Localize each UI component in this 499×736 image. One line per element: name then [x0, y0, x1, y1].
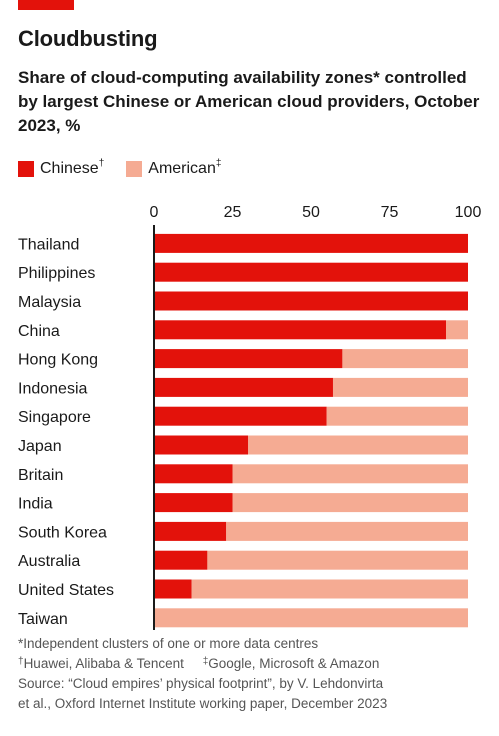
footnote-chinese-providers: Huawei, Alibaba & Tencent: [23, 656, 184, 671]
x-tick-label: 100: [455, 204, 482, 221]
category-label: Indonesia: [18, 380, 87, 397]
bar-segment-chinese: [154, 262, 468, 282]
bar-segment-chinese: [154, 579, 192, 599]
legend-item-chinese: Chinese†: [18, 158, 105, 178]
category-label: India: [18, 496, 53, 513]
legend-label-chinese: Chinese†: [40, 158, 105, 177]
legend: Chinese† American‡: [18, 158, 222, 178]
legend-swatch-chinese: [18, 161, 34, 177]
bar-segment-chinese: [154, 464, 233, 484]
category-label: South Korea: [18, 524, 107, 541]
bar-segment-chinese: [154, 233, 468, 253]
bar-segment-american: [191, 579, 468, 599]
source-line-2: et al., Oxford Internet Institute workin…: [18, 696, 388, 711]
footnote-zones: *Independent clusters of one or more dat…: [18, 636, 319, 651]
x-tick-label: 75: [381, 204, 399, 221]
footnote-american-providers: Google, Microsoft & Amazon: [208, 656, 380, 671]
footnotes: *Independent clusters of one or more dat…: [18, 634, 387, 714]
x-tick-label: 25: [224, 204, 242, 221]
category-label: Japan: [18, 438, 62, 455]
category-label: Malaysia: [18, 294, 81, 311]
legend-mark-chinese: †: [98, 158, 105, 169]
bar-segment-american: [248, 435, 468, 455]
category-label: China: [18, 323, 60, 340]
legend-mark-american: ‡: [215, 158, 222, 169]
category-label: Hong Kong: [18, 352, 98, 369]
bar-segment-american: [226, 521, 468, 541]
footnote-providers: †Huawei, Alibaba & Tencent ‡Google, Micr…: [18, 656, 380, 671]
legend-swatch-american: [126, 161, 143, 177]
category-label: Taiwan: [18, 611, 68, 628]
source-line-1: Source: “Cloud empires’ physical footpri…: [18, 676, 384, 691]
category-label: United States: [18, 582, 114, 599]
bar-segment-american: [207, 550, 468, 570]
category-label: Thailand: [18, 236, 79, 253]
bar-segment-chinese: [154, 521, 227, 541]
category-label: Singapore: [18, 409, 91, 426]
x-tick-label: 50: [302, 204, 320, 221]
stacked-bar-chart: 0 25 50 75 100 Thailand Philippines Malaysia Chi…: [18, 204, 482, 630]
bar-segment-chinese: [154, 377, 333, 397]
chart-subtitle: Share of cloud-computing availability zo…: [18, 68, 480, 135]
bar-segment-american: [332, 377, 468, 397]
bar-segment-chinese: [154, 550, 208, 570]
bar-segment-chinese: [154, 291, 468, 311]
chart-title: Cloudbusting: [18, 26, 158, 51]
category-label: Philippines: [18, 265, 95, 282]
bar-segment-american: [232, 493, 468, 513]
bar-segment-american: [342, 349, 468, 369]
legend-item-american: American‡: [126, 158, 222, 178]
bar-segment-american: [232, 464, 468, 484]
bar-segment-american: [326, 406, 468, 426]
bar-segment-american: [154, 608, 468, 628]
x-tick-label: 0: [150, 204, 159, 221]
category-label: Britain: [18, 467, 63, 484]
category-label: Australia: [18, 553, 80, 570]
legend-label-american: American‡: [148, 158, 222, 177]
bar-segment-chinese: [154, 435, 249, 455]
bar-segment-chinese: [154, 493, 233, 513]
bar-segment-american: [446, 320, 468, 340]
bar-segment-chinese: [154, 406, 327, 426]
accent-bar: [18, 0, 74, 10]
bar-segment-chinese: [154, 349, 343, 369]
bar-segment-chinese: [154, 320, 447, 340]
